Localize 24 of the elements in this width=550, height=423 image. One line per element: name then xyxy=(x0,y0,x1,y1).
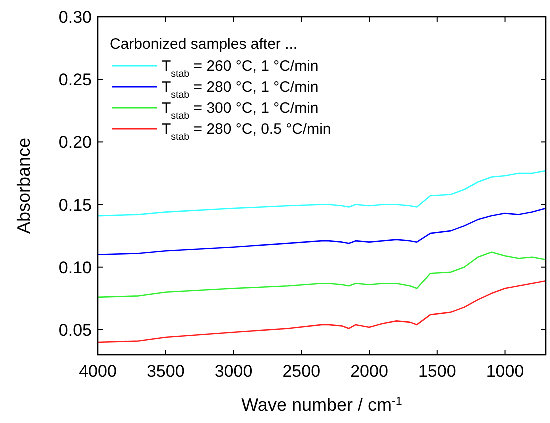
y-tick-label: 0.15 xyxy=(58,196,92,215)
x-tick-label: 1500 xyxy=(418,362,456,381)
x-tick-label: 3500 xyxy=(146,362,185,381)
line-series xyxy=(98,170,546,217)
x-tick-label: 3000 xyxy=(214,362,253,381)
y-tick-label: 0.30 xyxy=(58,8,92,27)
y-axis-title: Absorbance xyxy=(14,138,34,234)
legend-label: T$_{stab}$ = 280 °C, 0.5 °C/min xyxy=(162,121,332,142)
legend-label: T$_{stab}$ = 260 °C, 1 °C/min xyxy=(162,58,319,80)
line-series xyxy=(98,252,546,298)
legend-title: Carbonized samples after ... xyxy=(110,36,298,53)
line-series xyxy=(98,208,546,256)
y-tick-label: 0.05 xyxy=(58,320,92,340)
x-tick-label: 2500 xyxy=(282,362,321,381)
x-tick-label: 2000 xyxy=(350,362,388,381)
y-tick-label: 0.20 xyxy=(58,133,92,152)
x-tick-label: 4000 xyxy=(79,362,117,381)
x-tick-label: 1000 xyxy=(486,362,524,381)
legend-label: T$_{stab}$ = 280 °C, 1 °C/min xyxy=(162,79,319,100)
legend-label: T$_{stab}$ = 300 °C, 1 °C/min xyxy=(162,100,319,122)
y-tick-label: 0.25 xyxy=(58,70,92,90)
x-axis-title: Wave number / cm$^{-1}$ xyxy=(242,394,402,415)
y-tick-label: 0.10 xyxy=(58,258,92,278)
line-series xyxy=(98,280,546,344)
